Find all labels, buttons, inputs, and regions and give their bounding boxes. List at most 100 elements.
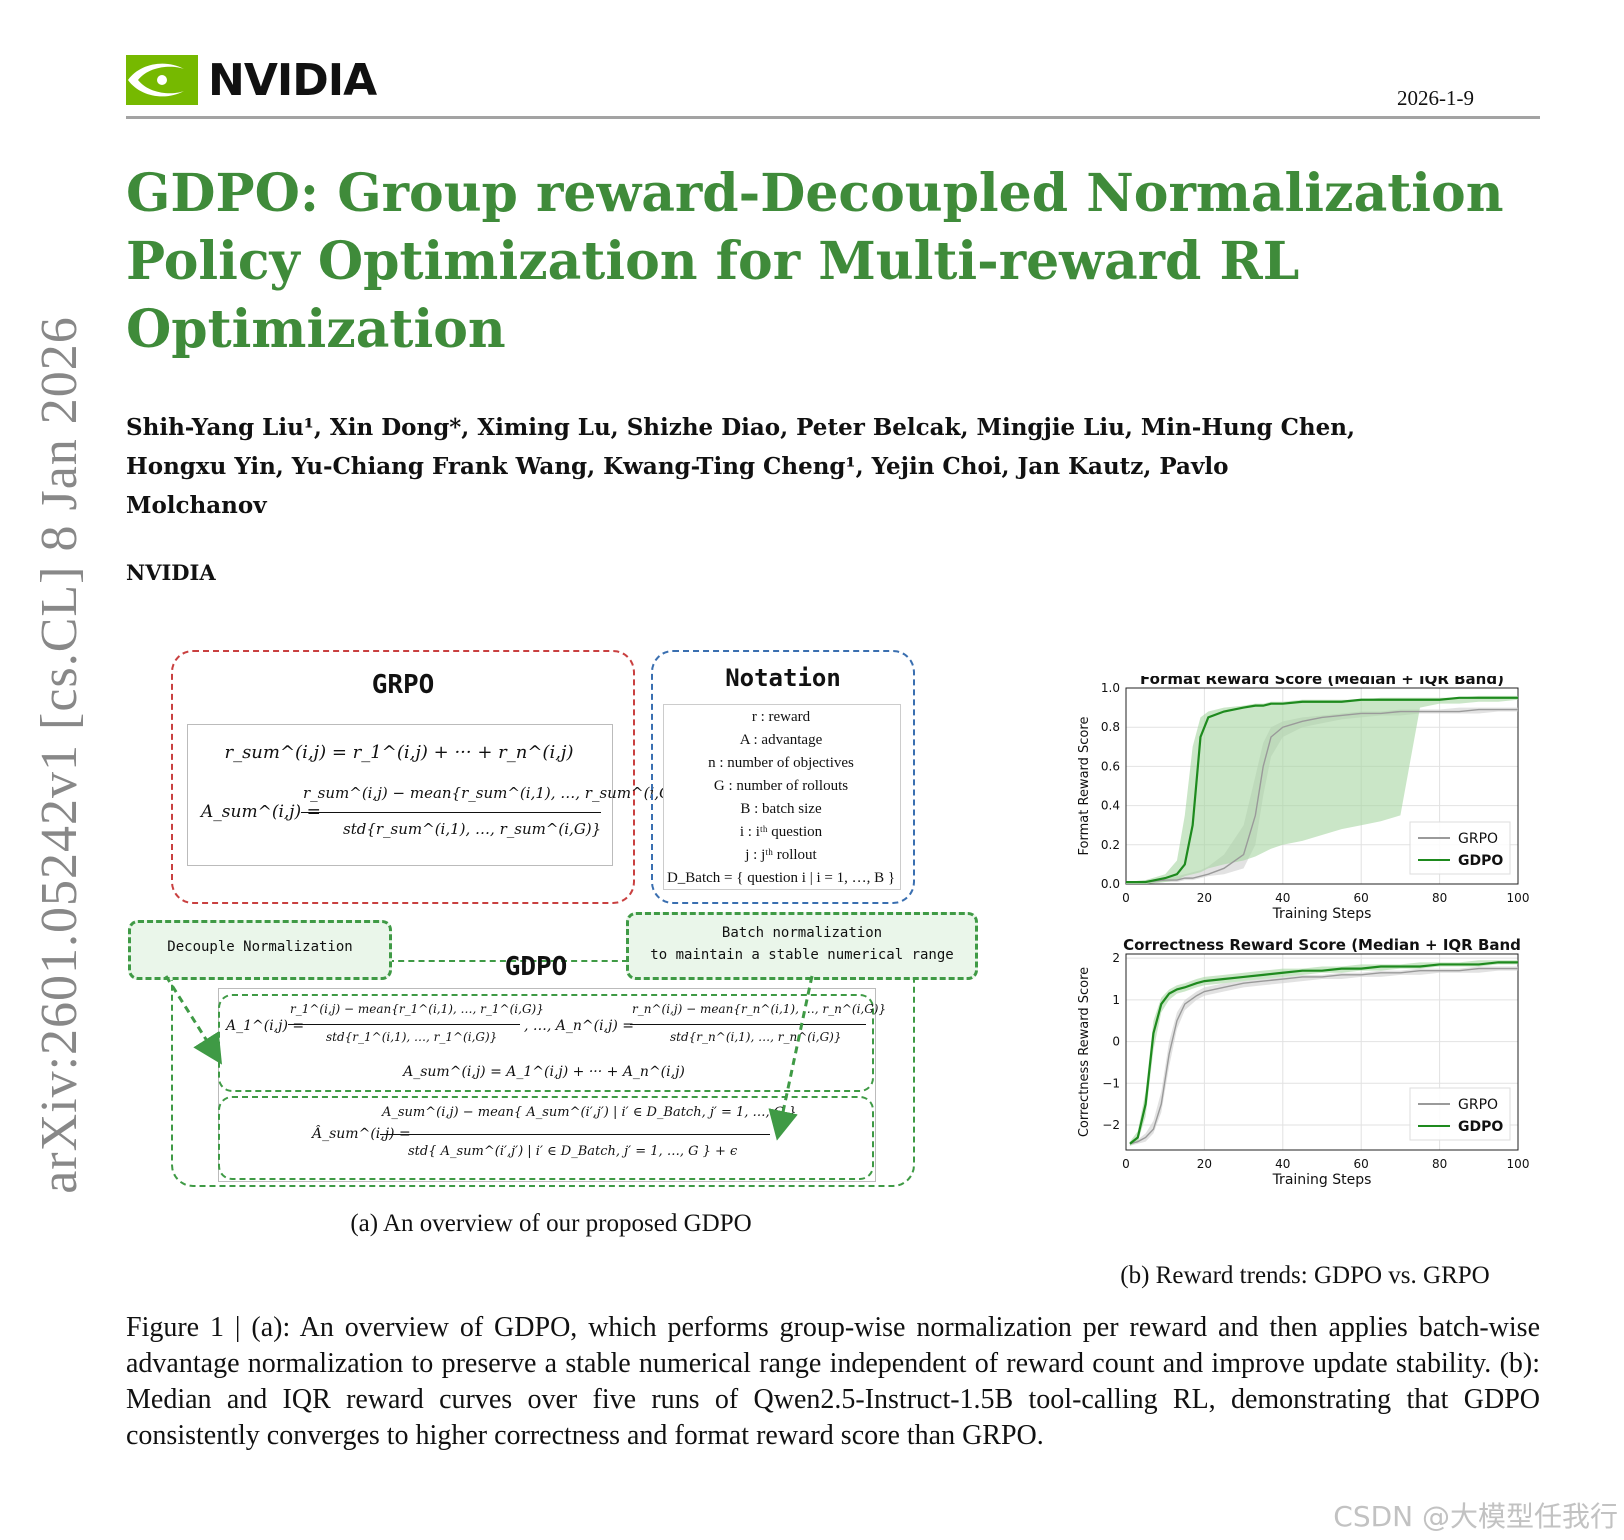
x-tick-label: 60	[1354, 891, 1369, 905]
x-tick-label: 40	[1275, 891, 1290, 905]
x-axis-label: Training Steps	[1272, 906, 1372, 922]
batch-label-line1: Batch normalization	[721, 925, 883, 941]
x-tick-label: 100	[1507, 1157, 1530, 1171]
chart-title: Format Reward Score (Median + IQR Band)	[1140, 676, 1504, 688]
x-tick-label: 20	[1197, 1157, 1212, 1171]
notation-item: i : iᵗʰ question	[739, 824, 823, 840]
y-tick-label: 0	[1112, 1035, 1120, 1049]
gdpo-eq1-bar	[288, 1024, 520, 1025]
author-line: Molchanov	[126, 492, 267, 519]
gdpo-eq2: A_sum^(i,j) = A_1^(i,j) + ··· + A_n^(i,j…	[403, 1064, 685, 1080]
arxiv-side-stamp: arXiv:2601.05242v1 [cs.CL] 8 Jan 2026	[31, 316, 88, 1194]
legend-label: GRPO	[1458, 831, 1498, 847]
y-tick-label: 1	[1112, 993, 1120, 1007]
chart-title: Correctness Reward Score (Median + IQR B…	[1123, 936, 1521, 954]
series-line-grpo	[1129, 967, 1518, 1145]
reward-trend-charts: Format Reward Score (Median + IQR Band) 0…	[1077, 670, 1530, 1188]
csdn-watermark: CSDN @大模型任我行	[1333, 1500, 1618, 1533]
notation-item: D_Batch = { question i | i = 1, …, B }	[666, 870, 896, 886]
y-tick-label: 0.8	[1101, 720, 1120, 734]
title-line: Policy Optimization for Multi-reward RL	[126, 231, 1300, 292]
x-tick-label: 100	[1507, 891, 1530, 905]
batch-label-line2: to maintain a stable numerical range	[650, 947, 954, 963]
legend-label: GRPO	[1458, 1097, 1498, 1113]
grpo-box: GRPO r_sum^(i,j) = r_1^(i,j) + ··· + r_n…	[171, 650, 686, 904]
x-tick-label: 60	[1354, 1157, 1369, 1171]
connector-line	[388, 960, 628, 962]
y-tick-label: 0.0	[1101, 877, 1120, 891]
gdpo-eq1-mid: , …, A_n^(i,j) =	[524, 1018, 635, 1034]
title-line: GDPO: Group reward-Decoupled Normalizati…	[126, 163, 1504, 224]
batch-normalization-label: Batch normalization to maintain a stable…	[626, 912, 978, 980]
notation-title: Notation	[725, 664, 841, 692]
y-tick-label: 2	[1112, 951, 1120, 965]
gdpo-eq1-num2: r_n^(i,j) − mean{r_n^(i,1), …, r_n^(i,G)…	[632, 1002, 887, 1016]
series-line-gdpo	[1129, 961, 1518, 1145]
series-line-gdpo	[1126, 696, 1518, 884]
notation-panel	[663, 704, 901, 890]
plot-frame	[1125, 953, 1519, 1151]
affiliation: NVIDIA	[126, 560, 216, 585]
grpo-fraction-bar	[301, 812, 601, 813]
legend-box	[1409, 1087, 1511, 1141]
notation-item: B : batch size	[740, 801, 822, 817]
notation-item: n : number of objectives	[708, 755, 854, 771]
author-list: Shih-Yang Liu¹, Xin Dong*, Ximing Lu, Sh…	[126, 408, 1536, 525]
nvidia-logo: NVIDIA	[126, 50, 377, 110]
gdpo-eq1-num: r_1^(i,j) − mean{r_1^(i,1), …, r_1^(i,G)…	[290, 1002, 544, 1016]
x-axis-label: Training Steps	[1272, 1172, 1372, 1188]
y-tick-label: −2	[1102, 1118, 1120, 1132]
notation-list: r : reward A : advantage n : number of o…	[663, 706, 899, 890]
author-line: Shih-Yang Liu¹, Xin Dong*, Ximing Lu, Sh…	[126, 414, 1355, 441]
grpo-eq2-den: std{r_sum^(i,1), …, r_sum^(i,G)}	[343, 820, 602, 838]
gdpo-eq3-lhs: Â_sum^(i,j) =	[312, 1126, 411, 1142]
grpo-eq1: r_sum^(i,j) = r_1^(i,j) + ··· + r_n^(i,j…	[224, 742, 574, 763]
y-tick-label: 1.0	[1101, 681, 1120, 695]
caption-b: (b) Reward trends: GDPO vs. GRPO	[1120, 1262, 1490, 1289]
legend-label: GDPO	[1458, 1119, 1503, 1135]
grpo-title: GRPO	[371, 670, 435, 700]
y-tick-label: 0.6	[1101, 759, 1120, 773]
x-tick-label: 40	[1275, 1157, 1290, 1171]
legend-box	[1409, 821, 1511, 875]
batch-arrow	[768, 975, 814, 1141]
iqr-band-gdpo	[1126, 695, 1518, 884]
gdpo-title: GDPO	[504, 952, 568, 982]
x-tick-label: 80	[1432, 1157, 1447, 1171]
nvidia-eye-icon	[126, 55, 198, 105]
reward-trends-charts: Format Reward Score (Median + IQR Band) 0…	[1070, 670, 1540, 1226]
batch-normalization-region	[218, 1096, 874, 1180]
decouple-normalization-label: Decouple Normalization	[128, 920, 392, 980]
gdpo-eq1-bar2	[630, 1024, 866, 1025]
gdpo-overview-diagram: GRPO r_sum^(i,j) = r_1^(i,j) + ··· + r_n…	[126, 650, 1006, 1237]
notation-box: Notation r : reward A : advantage n : nu…	[651, 650, 915, 904]
header-rule	[126, 116, 1540, 119]
y-axis-label: Format Reward Score	[1077, 717, 1092, 856]
gdpo-eq3-den: std{ A_sum^(i′,j′) | i′ ∈ D_Batch, j′ = …	[408, 1144, 738, 1159]
gdpo-eq1-den: std{r_1^(i,1), …, r_1^(i,G)}	[326, 1030, 498, 1044]
grpo-eq2-lhs: A_sum^(i,j) =	[201, 802, 321, 822]
x-tick-label: 20	[1197, 891, 1212, 905]
paper-date: 2026-1-9	[1397, 86, 1474, 110]
x-tick-label: 80	[1432, 891, 1447, 905]
nvidia-logo-text: NVIDIA	[208, 54, 377, 106]
series-line-grpo	[1126, 708, 1518, 883]
grpo-formula-panel	[187, 724, 613, 866]
gdpo-box	[171, 940, 915, 1187]
notation-item: A : advantage	[739, 732, 823, 748]
title-line: Optimization	[126, 299, 506, 360]
notation-item: G : number of rollouts	[713, 778, 849, 794]
legend-label: GDPO	[1458, 853, 1503, 869]
figure-caption: Figure 1 | (a): An overview of GDPO, whi…	[126, 1312, 1540, 1451]
author-line: Hongxu Yin, Yu-Chiang Frank Wang, Kwang-…	[126, 453, 1229, 480]
notation-item: r : reward	[751, 709, 811, 725]
x-tick-label: 0	[1122, 1157, 1130, 1171]
gdpo-eq1-lhs: A_1^(i,j) =	[226, 1018, 305, 1034]
plot-frame	[1125, 687, 1519, 885]
x-tick-label: 0	[1122, 891, 1130, 905]
y-tick-label: 0.2	[1101, 838, 1120, 852]
gdpo-eq3-num: A_sum^(i,j) − mean{ A_sum^(i′,j′) | i′ ∈…	[382, 1105, 797, 1120]
notation-item: j : jᵗʰ rollout	[745, 847, 817, 863]
y-tick-label: 0.4	[1101, 799, 1120, 813]
diagram-arrows	[164, 975, 814, 1141]
